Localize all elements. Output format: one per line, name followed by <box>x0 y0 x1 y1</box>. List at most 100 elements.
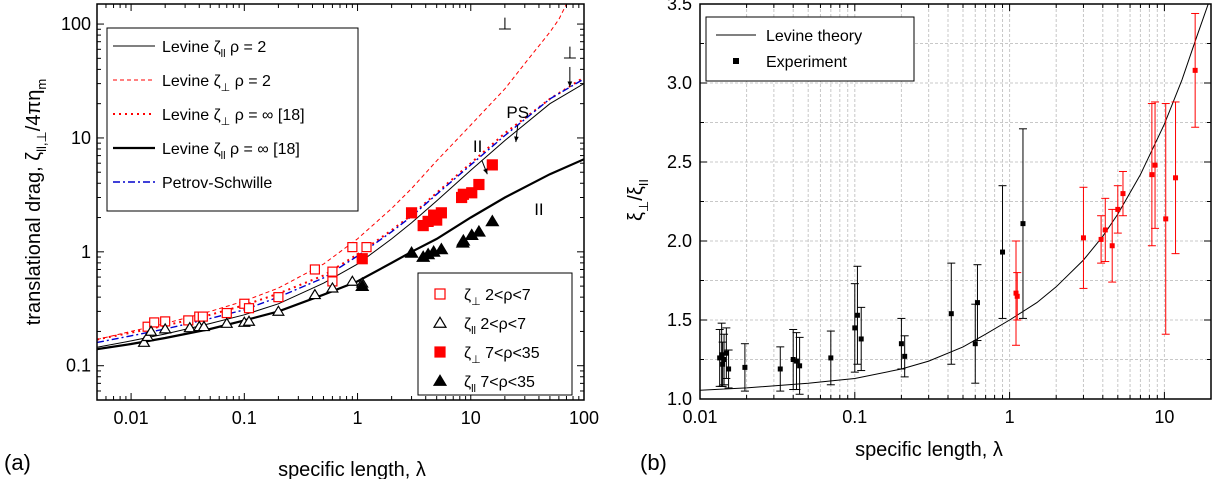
panel-a-label: (a) <box>4 450 31 475</box>
panel-b-label: (b) <box>640 450 667 475</box>
legend-label: Levine ζ⊥ ρ = 2 <box>162 73 271 94</box>
x-tick-label: 1 <box>353 408 363 428</box>
data-point <box>717 355 723 361</box>
legend-label: Levine ζll ρ = 2 <box>162 39 266 60</box>
data-point <box>777 366 783 372</box>
data-point <box>898 341 904 347</box>
data-point <box>1000 249 1006 255</box>
legend-label: Experiment <box>766 54 847 71</box>
data-point <box>485 214 500 227</box>
data-point <box>347 242 358 253</box>
data-point <box>434 242 449 255</box>
data-point <box>471 224 486 237</box>
data-point <box>473 178 485 191</box>
data-point <box>327 266 338 277</box>
data-point <box>271 305 285 316</box>
data-point <box>1115 206 1121 212</box>
legend-label: Levine theory <box>766 28 862 45</box>
panel-a-ticks: 0.01 0.1 1 10 100 0.1 1 10 100 <box>61 4 599 428</box>
x-tick-label: 1 <box>1005 407 1015 427</box>
annotation-arrowhead <box>483 168 488 175</box>
y-tick-label: 1.5 <box>667 310 692 330</box>
data-point <box>852 325 858 331</box>
panel-a-xlabel: specific length, λ <box>278 459 426 479</box>
data-point <box>828 355 834 361</box>
y-tick-label: 0.1 <box>66 356 91 376</box>
data-point <box>858 336 864 342</box>
legend-label: ζ⊥ 2<ρ<7 <box>464 287 531 308</box>
data-point <box>1080 235 1086 241</box>
data-point <box>220 317 234 328</box>
panel-b-ticks: 0.01 0.1 1 10 1.0 1.5 2.0 2.5 3.0 3.5 <box>667 0 1212 427</box>
data-point <box>720 361 726 367</box>
data-point <box>197 311 208 322</box>
annotation: II <box>473 137 482 156</box>
data-point <box>345 275 359 286</box>
legend-label: Levine ζll ρ = ∞ [18] <box>162 141 300 162</box>
panel-a-points <box>137 159 500 347</box>
data-point <box>273 292 284 303</box>
data-point <box>1192 67 1198 73</box>
data-point <box>1163 216 1169 222</box>
data-point <box>466 187 478 199</box>
data-point <box>1120 191 1126 197</box>
annotation: PS <box>506 103 529 122</box>
data-point <box>404 245 419 258</box>
data-point <box>726 366 732 372</box>
y-tick-label: 1 <box>81 242 91 262</box>
annotation: ⊥ <box>562 43 577 62</box>
curve-levine-theory <box>700 4 1209 391</box>
data-point <box>1109 243 1115 249</box>
data-point <box>197 320 211 332</box>
data-point <box>141 330 155 342</box>
annotation-arrowhead <box>567 81 573 88</box>
annotation: ⊥ <box>497 14 512 33</box>
data-point <box>243 303 255 314</box>
data-point <box>854 312 860 318</box>
panel-b-xlabel: specific length, λ <box>855 439 1003 461</box>
data-point <box>144 325 158 336</box>
data-point <box>1014 293 1020 299</box>
legend-label: ζll 2<ρ<7 <box>464 316 526 337</box>
data-point <box>1149 172 1155 178</box>
data-point <box>1102 227 1108 233</box>
panel-a-ylabel: translational drag, ζll,⊥/4πηm <box>23 79 49 326</box>
data-point <box>361 242 372 253</box>
curve-levine-perp-inf <box>97 76 584 341</box>
legend-label: Levine ζ⊥ ρ = ∞ [18] <box>162 107 305 128</box>
data-point <box>902 353 908 359</box>
data-point <box>797 363 803 369</box>
data-point <box>405 207 418 219</box>
data-point <box>435 207 447 219</box>
data-point <box>1098 236 1104 242</box>
data-point <box>793 358 799 364</box>
data-point <box>486 159 498 171</box>
data-point <box>309 264 320 275</box>
legend-marker <box>432 316 448 328</box>
data-point <box>948 311 954 317</box>
x-tick-label: 10 <box>1154 407 1174 427</box>
data-point <box>242 315 256 326</box>
y-tick-label: 3.0 <box>667 73 692 93</box>
data-point <box>356 253 368 265</box>
data-point <box>149 317 160 328</box>
y-tick-label: 1.0 <box>667 389 692 409</box>
data-point <box>137 336 151 347</box>
data-point <box>972 341 978 347</box>
x-tick-label: 0.01 <box>682 407 717 427</box>
data-point <box>1152 162 1158 168</box>
data-point <box>308 288 322 300</box>
data-point <box>355 279 370 291</box>
x-tick-label: 10 <box>461 408 481 428</box>
data-point <box>1020 221 1026 227</box>
legend-label: ζ⊥ 7<ρ<35 <box>464 345 540 366</box>
panel-b-points <box>715 12 1200 395</box>
panel-a-marker-legend: ζ⊥ 2<ρ<7 ζll 2<ρ<7 ζ⊥ 7<ρ<35 ζll 7<ρ<35 <box>417 272 573 396</box>
data-point <box>790 357 796 362</box>
data-point <box>719 352 725 358</box>
y-tick-label: 3.5 <box>667 0 692 14</box>
y-tick-label: 100 <box>61 14 91 34</box>
panel-a-annotations: ⊥ ⊥ PS II II <box>473 14 577 219</box>
curve-levine-par-inf <box>97 158 584 351</box>
